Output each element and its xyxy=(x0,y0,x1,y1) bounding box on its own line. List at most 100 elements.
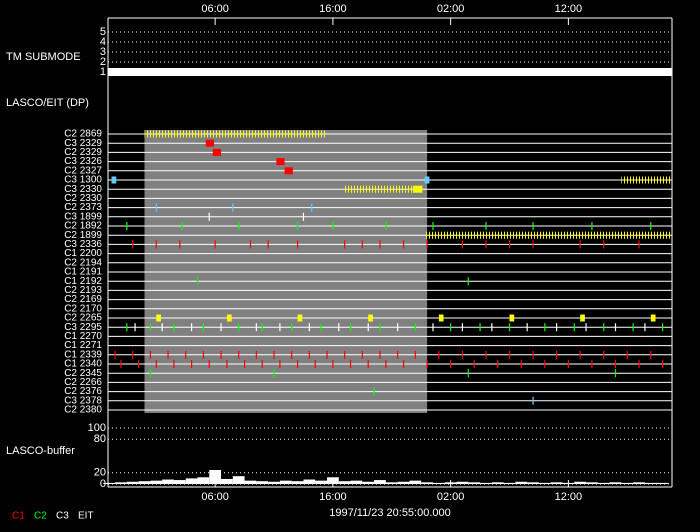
buffer-bar xyxy=(385,482,398,484)
buffer-bar xyxy=(350,480,363,484)
event-span xyxy=(621,176,672,184)
row-label: C3 2336 xyxy=(64,239,102,250)
row-label: C1 2340 xyxy=(64,359,102,370)
event-span xyxy=(650,314,656,322)
row-label: C1 2271 xyxy=(64,340,102,351)
buffer-bar xyxy=(421,482,433,484)
row-label: C3 1899 xyxy=(64,211,102,222)
buffer-bar xyxy=(173,480,186,484)
row-label: C2 2869 xyxy=(64,129,102,140)
row-label: C2 2376 xyxy=(64,386,102,397)
buffer-bar xyxy=(562,482,575,484)
event-span xyxy=(368,314,373,322)
buffer-bar xyxy=(327,477,339,484)
buffer-bar xyxy=(291,481,304,484)
row-label: C3 2330 xyxy=(64,184,102,195)
lasco-title: LASCO/EIT (DP) xyxy=(6,97,89,109)
x-tick-label: 06:00 xyxy=(201,3,229,15)
y-tick-label: 5 xyxy=(100,26,106,38)
event-span xyxy=(412,185,423,193)
row-label: C2 2373 xyxy=(64,202,102,213)
row-label: C2 2170 xyxy=(64,303,102,314)
y-tick-label: 0 xyxy=(100,478,106,490)
buffer-bar xyxy=(303,479,316,484)
row-label: C1 2270 xyxy=(64,331,102,342)
buffer-bar xyxy=(444,482,457,484)
event-span xyxy=(344,185,413,193)
buffer-bar xyxy=(597,482,610,484)
buffer-bar xyxy=(115,482,127,484)
buffer-bar xyxy=(621,482,634,484)
row-label: C2 2327 xyxy=(64,165,102,176)
buffer-bar xyxy=(480,482,492,484)
buffer-title: LASCO-buffer xyxy=(6,445,75,457)
buffer-bar xyxy=(374,480,386,484)
row-label: C2 1892 xyxy=(64,221,102,232)
row-label: C2 2266 xyxy=(64,377,102,388)
legend-entry: C1 xyxy=(12,511,25,522)
date-label: 1997/11/23 20:55:00.000 xyxy=(329,507,451,519)
buffer-bar xyxy=(432,482,445,484)
x-tick-label: 16:00 xyxy=(319,3,347,15)
submode-bar xyxy=(108,68,672,76)
row-label: C2 2169 xyxy=(64,294,102,305)
y-tick-label: 20 xyxy=(94,467,106,479)
buffer-bar xyxy=(586,482,598,484)
y-tick-label: 1 xyxy=(100,66,106,78)
event-span xyxy=(205,139,214,147)
buffer-bar xyxy=(138,481,151,484)
event-span xyxy=(297,314,303,322)
buffer-bar xyxy=(468,482,481,484)
buffer-bar xyxy=(503,482,516,484)
buffer-bar xyxy=(209,470,222,484)
row-label: C2 2329 xyxy=(64,147,102,158)
row-label: C3 2295 xyxy=(64,322,102,333)
event-span xyxy=(226,314,232,322)
buffer-bar xyxy=(279,480,292,484)
buffer-bar xyxy=(491,482,504,484)
row-label: C2 2380 xyxy=(64,405,102,416)
row-label: C1 2191 xyxy=(64,267,102,278)
row-label: C2 2345 xyxy=(64,368,102,379)
buffer-bar xyxy=(644,482,657,484)
y-tick-label: 2 xyxy=(100,56,106,68)
buffer-bar xyxy=(397,481,410,484)
buffer-bar xyxy=(244,480,257,484)
event-span xyxy=(212,148,222,156)
event-span xyxy=(580,314,585,322)
row-label: C3 2329 xyxy=(64,138,102,149)
buffer-bar xyxy=(574,481,587,484)
event-span xyxy=(424,231,672,239)
event-span xyxy=(284,167,293,175)
row-label: C3 2378 xyxy=(64,395,102,406)
buffer-bar xyxy=(538,482,551,484)
event-span xyxy=(144,130,328,138)
row-label: C2 2330 xyxy=(64,193,102,204)
y-tick-label: 80 xyxy=(94,433,106,445)
buffer-bar xyxy=(268,481,280,484)
buffer-bar xyxy=(185,478,198,484)
row-label: C3 1300 xyxy=(64,175,102,186)
legend-entry: EIT xyxy=(78,511,94,522)
buffer-bar xyxy=(633,482,645,484)
buffer-bar xyxy=(456,481,469,484)
buffer-bar xyxy=(527,482,539,484)
legend-entry: C2 xyxy=(34,511,47,522)
x-tick-label: 12:00 xyxy=(555,3,583,15)
row-label: C3 2326 xyxy=(64,156,102,167)
buffer-bar xyxy=(221,478,233,484)
buffer-bar xyxy=(162,479,174,484)
buffer-bar xyxy=(409,480,422,484)
row-label: C2 1899 xyxy=(64,230,102,241)
x-tick-label: 02:00 xyxy=(437,3,465,15)
event-span xyxy=(424,176,430,184)
buffer-bar xyxy=(103,482,116,484)
submode-title: TM SUBMODE xyxy=(6,51,81,63)
x-tick-label: 12:00 xyxy=(555,491,583,503)
x-tick-label: 16:00 xyxy=(319,491,347,503)
buffer-bar xyxy=(609,482,622,484)
row-label: C2 2265 xyxy=(64,313,102,324)
x-tick-label: 06:00 xyxy=(201,491,229,503)
buffer-bar xyxy=(150,480,163,484)
